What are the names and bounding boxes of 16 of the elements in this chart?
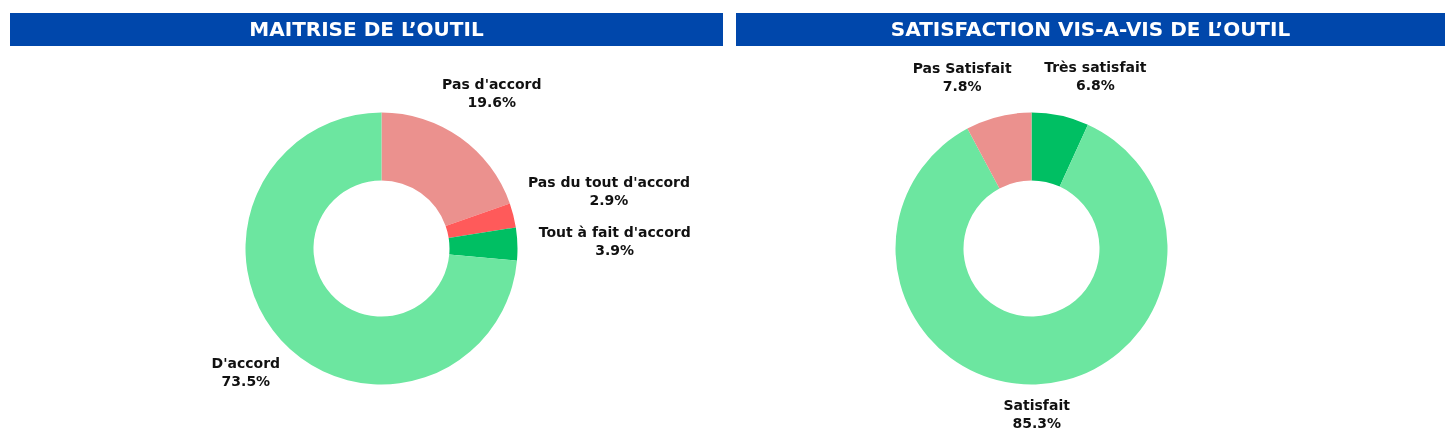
slice-label: D'accord xyxy=(211,355,281,372)
slice-label: Pas Satisfait xyxy=(912,59,1012,76)
data-label: 7.8% xyxy=(942,77,982,94)
chart-title: SATISFACTION VIS-A-VIS DE L’OUTIL xyxy=(890,16,1291,43)
data-label: 6.8% xyxy=(1075,77,1115,94)
data-label: 19.6% xyxy=(467,93,517,110)
slice-label: Pas d'accord xyxy=(442,75,542,92)
slice-label: Pas du tout d'accord xyxy=(527,174,691,191)
slice-label: Satisfait xyxy=(1003,396,1071,413)
data-label: 85.3% xyxy=(1012,414,1061,431)
chart-title: MAITRISE DE L’OUTIL xyxy=(249,16,484,43)
slice-label: Très satisfait xyxy=(1044,59,1147,76)
data-label: 3.9% xyxy=(595,241,635,258)
data-label: 2.9% xyxy=(589,192,629,209)
slice-label: Tout à fait d'accord xyxy=(538,223,691,240)
data-label: 73.5% xyxy=(221,373,271,390)
